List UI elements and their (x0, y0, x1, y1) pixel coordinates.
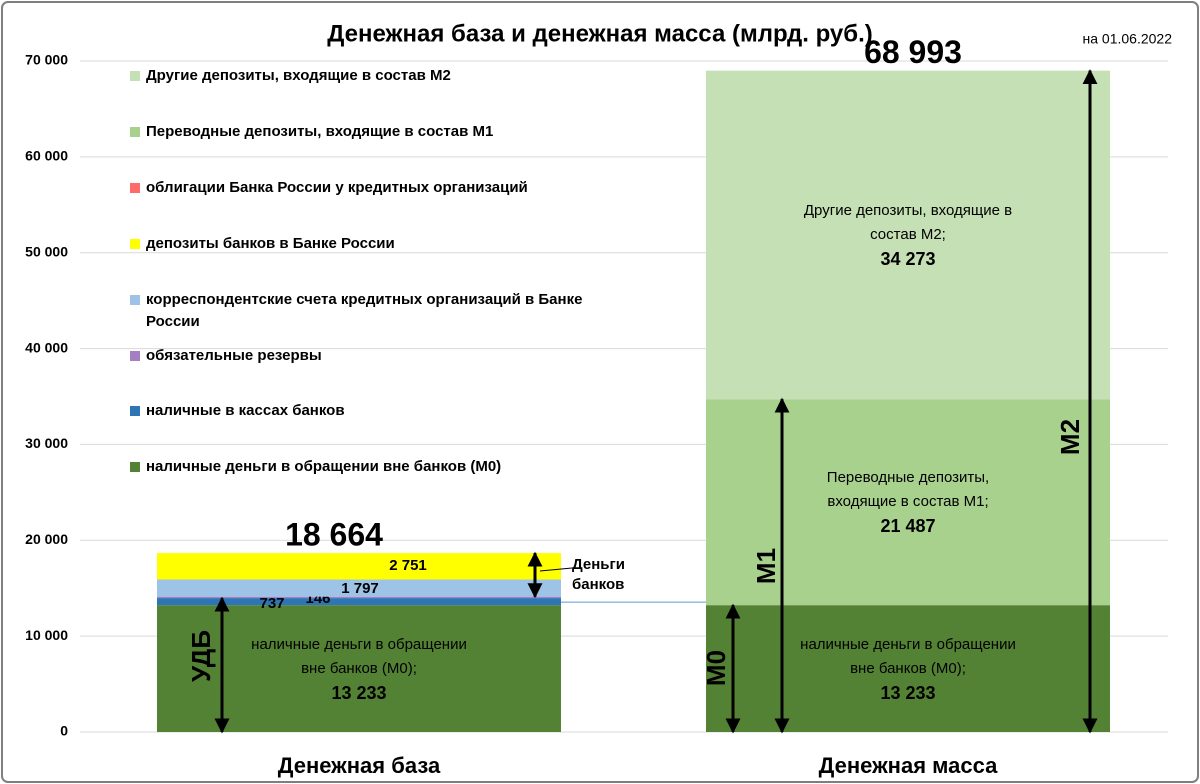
segment-text: Переводные депозиты, входящие в состав М… (826, 469, 990, 511)
y-tick-label: 50 000 (25, 243, 68, 259)
bar-segment (157, 579, 561, 597)
bar-segment (706, 70, 1110, 400)
legend-label: корреспондентские счета кредитных органи… (146, 291, 583, 330)
y-tick-label: 30 000 (25, 435, 68, 451)
y-tick-label: 40 000 (25, 339, 68, 355)
legend-item: Другие депозиты, входящие в состав М2 (130, 65, 586, 87)
legend-item: депозиты банков в Банке России (130, 233, 586, 255)
x-tick-label: Денежная масса (819, 753, 998, 778)
legend-label: наличные в кассах банков (146, 402, 345, 419)
legend-swatch (130, 351, 140, 361)
value-label: 13 233 (331, 682, 387, 703)
segment-label: Другие депозиты, входящие в состав М2; 34… (798, 199, 1018, 271)
segment-text: наличные деньги в обращении вне банков (… (800, 635, 1016, 677)
legend-swatch (130, 183, 140, 193)
annotation: УДБ (186, 630, 216, 682)
legend-swatch (130, 71, 140, 81)
bar-segment (157, 553, 561, 580)
y-tick-label: 10 000 (25, 627, 68, 643)
legend-item: обязательные резервы (130, 345, 586, 367)
value-label: 34 273 (880, 248, 936, 269)
annotation: Деньги банков (572, 556, 625, 593)
segment-label: Переводные депозиты, входящие в состав М… (798, 466, 1018, 538)
value-label: 1 797 (341, 580, 379, 597)
legend-item: Переводные депозиты, входящие в состав М… (130, 121, 586, 143)
legend-swatch (130, 127, 140, 137)
legend-item: корреспондентские счета кредитных органи… (130, 289, 586, 333)
bar-segment (706, 399, 1110, 606)
value-label: 13 233 (880, 682, 936, 703)
annotation: М0 (701, 650, 731, 686)
value-label: 21 487 (880, 516, 936, 537)
legend-item: наличные деньги в обращении вне банков (… (130, 456, 586, 478)
legend-swatch (130, 239, 140, 249)
annotation: М1 (751, 548, 781, 584)
legend-swatch (130, 462, 140, 472)
annotation: М2 (1055, 419, 1085, 455)
legend-label: Другие депозиты, входящие в состав М2 (146, 67, 451, 84)
legend-item: наличные в кассах банков (130, 400, 586, 422)
chart-subtitle: на 01.06.2022 (1083, 31, 1173, 47)
segment-label: наличные деньги в обращении вне банков (… (249, 633, 469, 705)
bar-segment (157, 596, 561, 599)
y-tick-label: 20 000 (25, 531, 68, 547)
value-label: 737 (259, 595, 284, 612)
x-tick-label: Денежная база (278, 753, 441, 778)
annotation-leader (539, 567, 573, 572)
y-tick-label: 70 000 (25, 52, 68, 68)
legend-swatch (130, 406, 140, 416)
legend-label: облигации Банка России у кредитных орган… (146, 179, 528, 196)
chart-title: Денежная база и денежная масса (млрд. ру… (327, 20, 873, 47)
legend-label: Переводные депозиты, входящие в состав М… (146, 123, 494, 140)
legend-item: облигации Банка России у кредитных орган… (130, 177, 586, 199)
value-label: 2 751 (389, 557, 427, 574)
segment-text: наличные деньги в обращении вне банков (… (251, 635, 467, 677)
y-tick-label: 0 (60, 723, 68, 739)
legend-label: наличные деньги в обращении вне банков (… (146, 458, 502, 475)
bar-segment (706, 605, 1110, 732)
legend-swatch (130, 295, 140, 305)
total-label: 68 993 (864, 34, 962, 70)
y-tick-label: 60 000 (25, 148, 68, 164)
legend-label: обязательные резервы (146, 347, 322, 364)
bar-segment (157, 598, 561, 606)
segment-label: наличные деньги в обращении вне банков (… (798, 633, 1018, 705)
total-label: 18 664 (285, 517, 383, 553)
segment-text: Другие депозиты, входящие в состав М2; (803, 201, 1013, 243)
legend-label: депозиты банков в Банке России (146, 235, 395, 252)
